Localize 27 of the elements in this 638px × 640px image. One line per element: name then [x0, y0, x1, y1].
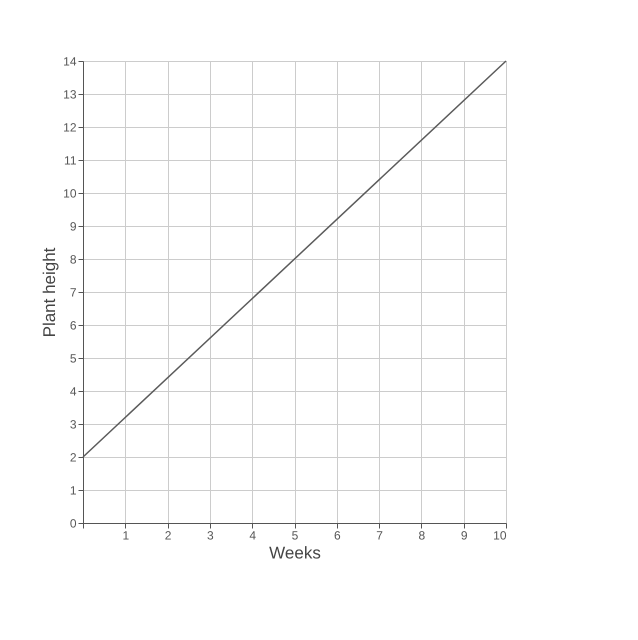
- y-tick-label: 6: [70, 318, 77, 332]
- y-tick-label: 12: [63, 120, 77, 134]
- y-tick-label: 13: [63, 88, 77, 102]
- x-tick-label: 5: [292, 528, 299, 542]
- x-tick-label: 2: [164, 528, 172, 542]
- y-tick-label: 2: [70, 450, 77, 464]
- y-tick-label: 8: [70, 252, 77, 266]
- y-tick-label: 3: [70, 418, 77, 432]
- x-tick-label: 8: [418, 528, 426, 542]
- x-tick-label: 1: [122, 528, 130, 542]
- y-tick-label: 0: [70, 516, 77, 530]
- y-tick-label: 9: [70, 220, 77, 234]
- y-tick-label: 1: [70, 484, 77, 498]
- x-tick-label: 10: [493, 528, 507, 542]
- y-tick-label: 5: [70, 352, 77, 366]
- y-tick-label: 10: [63, 186, 77, 200]
- x-tick-label: 7: [376, 528, 384, 542]
- y-tick-label: 7: [70, 286, 77, 300]
- x-axis-title: Weeks: [269, 544, 321, 562]
- x-tick-label: 3: [207, 528, 214, 542]
- x-tick-label: 9: [460, 528, 468, 542]
- y-tick-label: 11: [64, 154, 77, 168]
- y-tick-label: 4: [70, 384, 77, 398]
- y-tick-label: 14: [63, 54, 77, 68]
- x-tick-label: 6: [334, 528, 341, 542]
- x-tick-label: 4: [249, 528, 256, 542]
- y-axis-title: Plant height: [40, 247, 60, 338]
